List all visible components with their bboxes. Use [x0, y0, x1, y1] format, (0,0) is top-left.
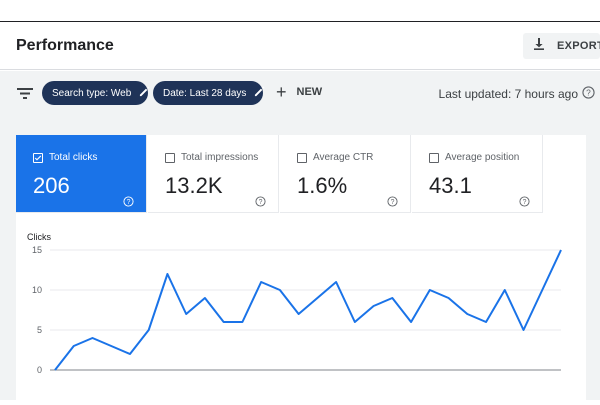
- metric-label-row: Total clicks: [33, 152, 97, 163]
- date-chip-label: Date: Last 28 days: [163, 87, 247, 99]
- help-icon[interactable]: ?: [255, 194, 266, 207]
- edit-pencil-icon: [131, 86, 150, 100]
- filter-icon[interactable]: [16, 85, 34, 101]
- download-icon: [531, 36, 547, 57]
- checkbox-unchecked-icon[interactable]: [165, 152, 175, 163]
- clicks-chart: Clicks 0 5 10 15: [16, 213, 586, 400]
- y-tick-label: 0: [37, 365, 42, 375]
- metric-average-position[interactable]: Average position 43.1 ?: [412, 135, 543, 213]
- metric-label: Total clicks: [49, 152, 98, 163]
- page-header: Performance EXPORT: [0, 22, 600, 70]
- chart-svg: Clicks 0 5 10 15: [27, 232, 562, 375]
- filter-bar: Search type: Web Date: Last 28 days + NE…: [0, 71, 600, 115]
- metric-value: 206: [33, 173, 70, 198]
- clicks-series-line[interactable]: [54, 249, 562, 371]
- metric-total-clicks[interactable]: Total clicks 206 ?: [16, 135, 147, 213]
- help-icon[interactable]: ?: [582, 86, 595, 99]
- y-tick-label: 15: [32, 245, 42, 255]
- svg-text:?: ?: [391, 199, 395, 206]
- export-label: EXPORT: [557, 40, 600, 52]
- metric-value: 43.1: [429, 173, 472, 198]
- new-filter-label: NEW: [296, 86, 323, 98]
- last-updated-text: Last updated: 7 hours ago: [438, 87, 578, 101]
- svg-text:?: ?: [586, 87, 591, 97]
- metric-label: Total impressions: [181, 152, 259, 163]
- metric-total-impressions[interactable]: Total impressions 13.2K ?: [148, 135, 279, 213]
- y-axis-label: Clicks: [27, 232, 51, 242]
- metric-label-row: Average position: [429, 152, 519, 163]
- export-button[interactable]: EXPORT: [523, 33, 600, 59]
- checkbox-unchecked-icon[interactable]: [297, 152, 307, 163]
- metric-label-row: Total impressions: [165, 152, 258, 163]
- metric-value: 1.6%: [297, 173, 348, 198]
- metric-label: Average position: [445, 152, 520, 163]
- help-icon[interactable]: ?: [123, 194, 134, 207]
- metric-average-ctr[interactable]: Average CTR 1.6% ?: [280, 135, 411, 213]
- help-icon[interactable]: ?: [387, 194, 398, 207]
- svg-text:?: ?: [127, 199, 131, 206]
- page-title: Performance: [16, 37, 114, 54]
- metric-label-row: Average CTR: [297, 152, 373, 163]
- y-tick-label: 5: [37, 325, 42, 335]
- date-chip[interactable]: Date: Last 28 days: [153, 81, 265, 105]
- svg-text:?: ?: [259, 199, 263, 206]
- svg-text:?: ?: [523, 199, 527, 206]
- checkbox-checked-icon[interactable]: [33, 152, 43, 163]
- new-filter-button[interactable]: + NEW: [276, 82, 323, 102]
- y-tick-label: 10: [32, 285, 42, 295]
- edit-pencil-icon: [246, 86, 265, 100]
- metric-label: Average CTR: [313, 152, 374, 163]
- window-top-edge: [0, 0, 600, 22]
- search-type-chip-label: Search type: Web: [52, 87, 132, 99]
- search-type-chip[interactable]: Search type: Web: [42, 81, 150, 105]
- plus-icon: +: [276, 82, 287, 102]
- metric-value: 13.2K: [165, 173, 223, 198]
- checkbox-unchecked-icon[interactable]: [429, 152, 439, 163]
- help-icon[interactable]: ?: [519, 194, 530, 207]
